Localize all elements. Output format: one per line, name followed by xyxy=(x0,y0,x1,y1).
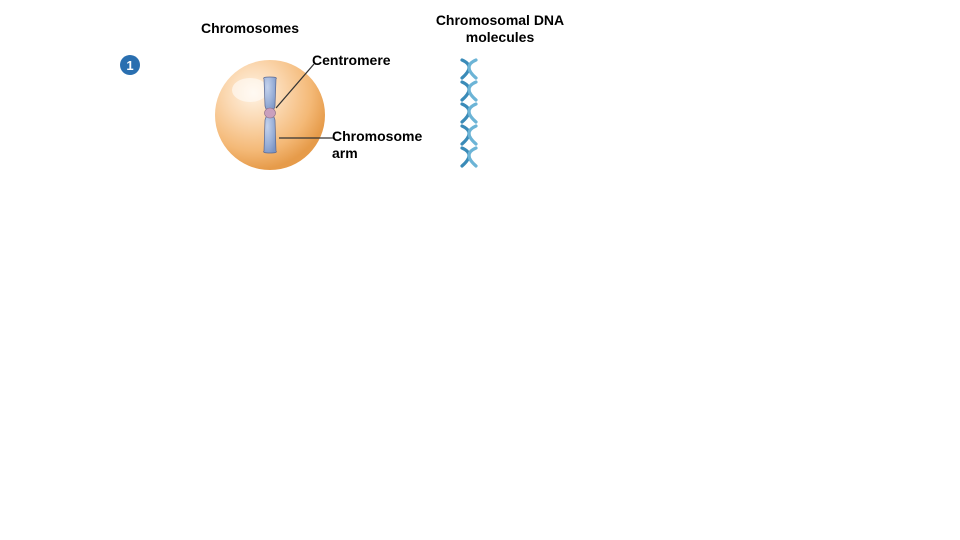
chromosome-upper-arm xyxy=(264,77,277,111)
chromosome-centromere xyxy=(265,108,276,118)
header-chromosomes: Chromosomes xyxy=(180,20,320,37)
helix-strand xyxy=(469,126,476,144)
cell-highlight xyxy=(232,78,268,102)
helix-strand xyxy=(469,104,476,122)
annotation-chromosome-arm: Chromosome arm xyxy=(332,128,422,162)
helix-strand xyxy=(469,60,476,78)
cell-diagram xyxy=(200,45,430,205)
step-badge-1: 1 xyxy=(120,55,140,75)
annotation-centromere: Centromere xyxy=(312,52,391,69)
helix-strand xyxy=(469,82,476,100)
dna-helix-icon xyxy=(454,56,484,172)
header-dna-molecules: Chromosomal DNA molecules xyxy=(430,12,570,46)
step-badge-number: 1 xyxy=(126,58,133,73)
helix-strand xyxy=(469,148,476,166)
chromosome-lower-arm xyxy=(264,115,277,153)
header-dna-line1: Chromosomal DNA molecules xyxy=(436,12,564,45)
